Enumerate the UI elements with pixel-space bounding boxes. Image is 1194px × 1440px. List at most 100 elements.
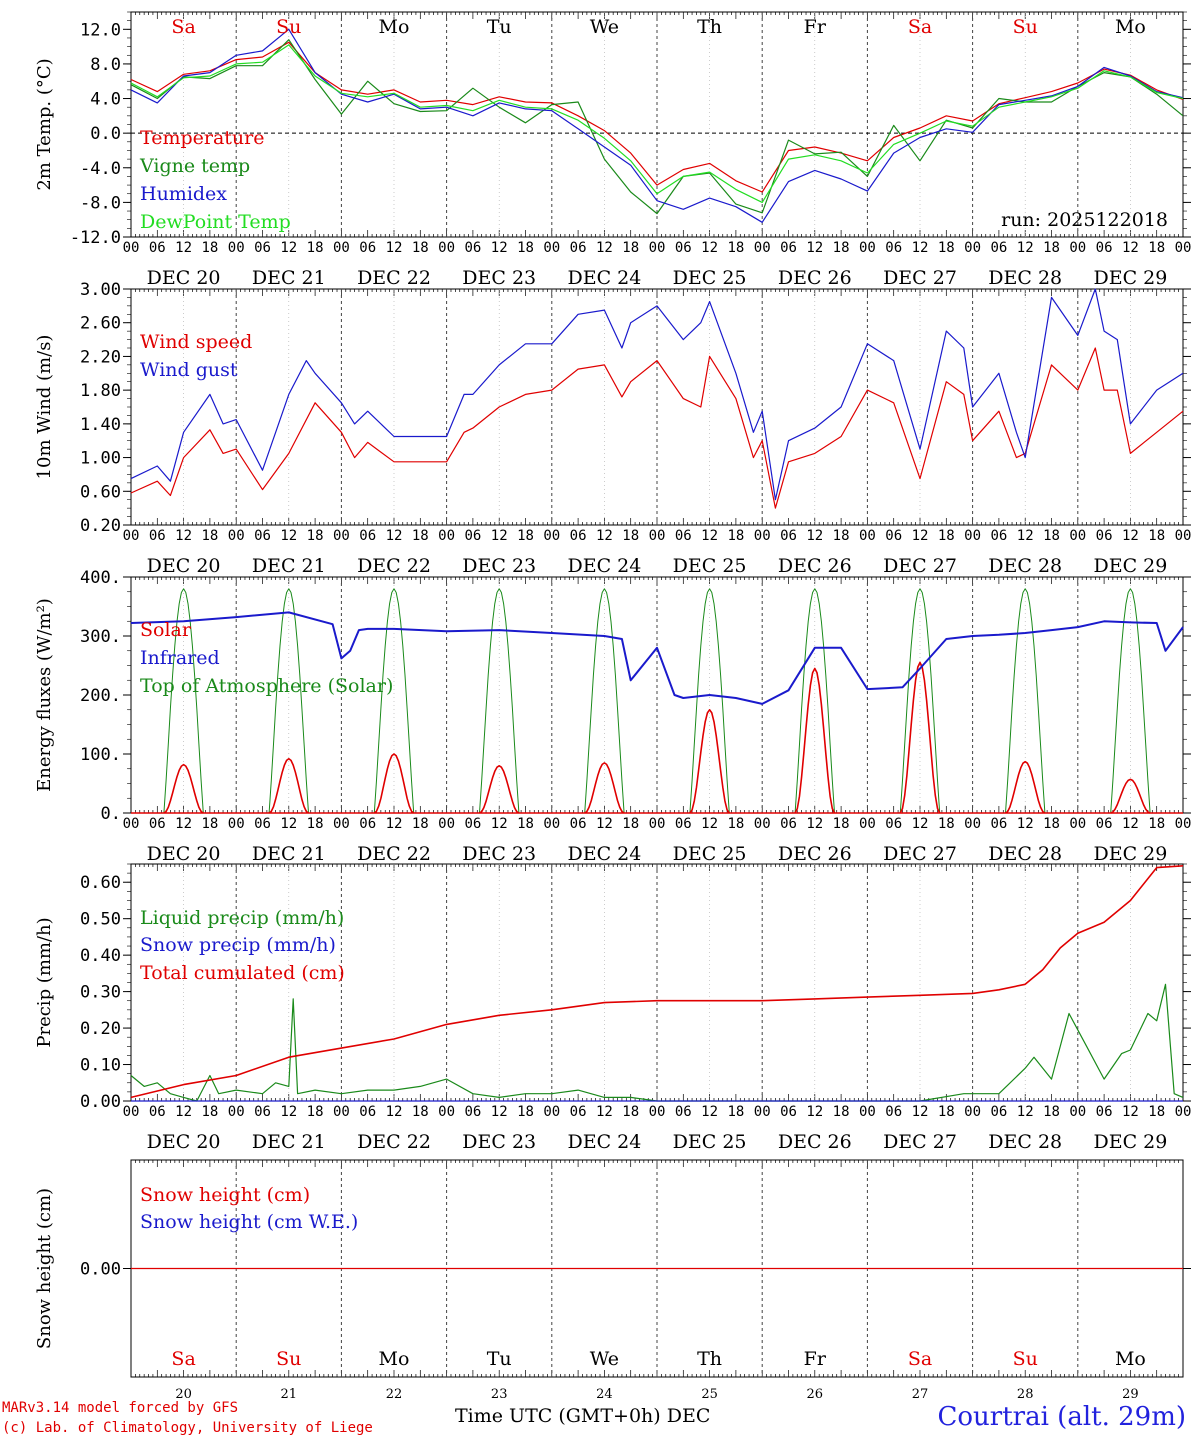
date-label: DEC 28 xyxy=(988,555,1062,577)
date-label: DEC 20 xyxy=(147,843,221,865)
weekday-label: Su xyxy=(1013,1348,1038,1370)
y-tick-label: 0.00 xyxy=(80,1260,121,1280)
hour-label: 12 xyxy=(1122,1104,1139,1120)
hour-label: 18 xyxy=(517,528,534,544)
hour-label: 18 xyxy=(622,1104,639,1120)
hour-label: 00 xyxy=(1175,240,1192,256)
legend-entry: Snow height (cm W.E.) xyxy=(140,1211,358,1233)
hour-label: 12 xyxy=(1017,528,1034,544)
hour-label: 12 xyxy=(596,816,613,832)
hour-label: 06 xyxy=(464,1104,481,1120)
hour-label: 06 xyxy=(675,1104,692,1120)
weekday-label: Sa xyxy=(908,1348,932,1370)
y-tick-label: 0. xyxy=(101,804,121,824)
infrared-line xyxy=(130,611,1184,705)
hour-label: 06 xyxy=(885,528,902,544)
hour-label: 00 xyxy=(964,816,981,832)
hour-label: 12 xyxy=(701,1104,718,1120)
hour-label: 12 xyxy=(1122,816,1139,832)
hour-label: 12 xyxy=(175,1104,192,1120)
hour-label: 12 xyxy=(175,816,192,832)
hour-label: 12 xyxy=(912,816,929,832)
hour-label: 12 xyxy=(596,528,613,544)
x-axis-title: Time UTC (GMT+0h) DEC xyxy=(455,1405,711,1427)
dewpoint-temp-line xyxy=(130,44,1184,203)
solar-line xyxy=(479,764,520,814)
hour-label: 06 xyxy=(149,528,166,544)
hour-label: 00 xyxy=(333,240,350,256)
toa-solar-line xyxy=(163,588,205,814)
y-tick-label: 400. xyxy=(80,568,121,588)
weekday-label: Tu xyxy=(487,1348,512,1370)
solar-line xyxy=(899,661,941,814)
hour-label: 18 xyxy=(938,528,955,544)
hour-label: 00 xyxy=(543,528,560,544)
hour-label: 00 xyxy=(123,528,140,544)
hour-label: 12 xyxy=(806,528,823,544)
hour-label: 18 xyxy=(833,816,850,832)
hour-label: 06 xyxy=(359,240,376,256)
y-tick-label: 1.80 xyxy=(80,381,121,401)
hour-label: 12 xyxy=(701,240,718,256)
toa-solar-line xyxy=(1004,588,1046,814)
legend-entry: Vigne temp xyxy=(139,155,250,177)
y-tick-label: -4.0 xyxy=(80,159,121,179)
hour-label: 12 xyxy=(596,1104,613,1120)
hour-label: 18 xyxy=(622,240,639,256)
y-tick-label: -8.0 xyxy=(80,193,121,213)
hour-label: 06 xyxy=(149,240,166,256)
hour-label: 12 xyxy=(386,1104,403,1120)
date-label: DEC 29 xyxy=(1093,1131,1167,1153)
day-number-label: 25 xyxy=(701,1387,718,1402)
hour-label: 00 xyxy=(543,1104,560,1120)
date-label: DEC 25 xyxy=(673,555,747,577)
hour-label: 12 xyxy=(912,1104,929,1120)
date-label: DEC 24 xyxy=(567,555,641,577)
hour-label: 00 xyxy=(438,1104,455,1120)
hour-label: 18 xyxy=(517,240,534,256)
hour-label: 06 xyxy=(990,1104,1007,1120)
hour-label: 00 xyxy=(123,1104,140,1120)
hour-label: 06 xyxy=(149,816,166,832)
date-label: DEC 22 xyxy=(357,843,431,865)
hour-label: 06 xyxy=(1096,528,1113,544)
hour-label: 12 xyxy=(280,1104,297,1120)
hour-label: 18 xyxy=(727,1104,744,1120)
hour-label: 00 xyxy=(1175,816,1192,832)
hour-label: 06 xyxy=(464,816,481,832)
day-number-label: 21 xyxy=(281,1387,298,1402)
hour-label: 12 xyxy=(701,528,718,544)
lab-note: (c) Lab. of Climatology, University of L… xyxy=(2,1420,373,1436)
weekday-label: Su xyxy=(276,1348,301,1370)
hour-label: 12 xyxy=(280,240,297,256)
date-label: DEC 22 xyxy=(357,555,431,577)
hour-label: 00 xyxy=(333,1104,350,1120)
solar-line xyxy=(373,753,415,814)
y-tick-label: 4.0 xyxy=(90,90,121,110)
legend-entry: DewPoint Temp xyxy=(140,211,291,233)
date-label: DEC 21 xyxy=(252,1131,326,1153)
hour-label: 12 xyxy=(596,240,613,256)
y-tick-label: 0.50 xyxy=(80,910,121,930)
hour-label: 00 xyxy=(438,528,455,544)
date-label: DEC 23 xyxy=(462,555,536,577)
hour-label: 06 xyxy=(570,240,587,256)
hour-label: 00 xyxy=(123,816,140,832)
solar-line xyxy=(794,667,836,814)
hour-label: 00 xyxy=(859,1104,876,1120)
legend-entry: Snow precip (mm/h) xyxy=(140,934,336,956)
hour-label: 12 xyxy=(912,240,929,256)
y-axis-label: 2m Temp. (°C) xyxy=(34,58,55,190)
y-tick-label: 0.00 xyxy=(80,1092,121,1112)
hour-label: 18 xyxy=(1148,816,1165,832)
date-label: DEC 25 xyxy=(673,843,747,865)
hour-label: 18 xyxy=(938,816,955,832)
legend-entry: Humidex xyxy=(140,183,227,205)
hour-label: 18 xyxy=(1148,240,1165,256)
hour-label: 06 xyxy=(675,816,692,832)
location-label: Courtrai (alt. 29m) xyxy=(937,1402,1187,1432)
hour-label: 18 xyxy=(307,528,324,544)
date-label: DEC 23 xyxy=(462,267,536,289)
hour-label: 00 xyxy=(543,816,560,832)
hour-label: 18 xyxy=(1043,816,1060,832)
